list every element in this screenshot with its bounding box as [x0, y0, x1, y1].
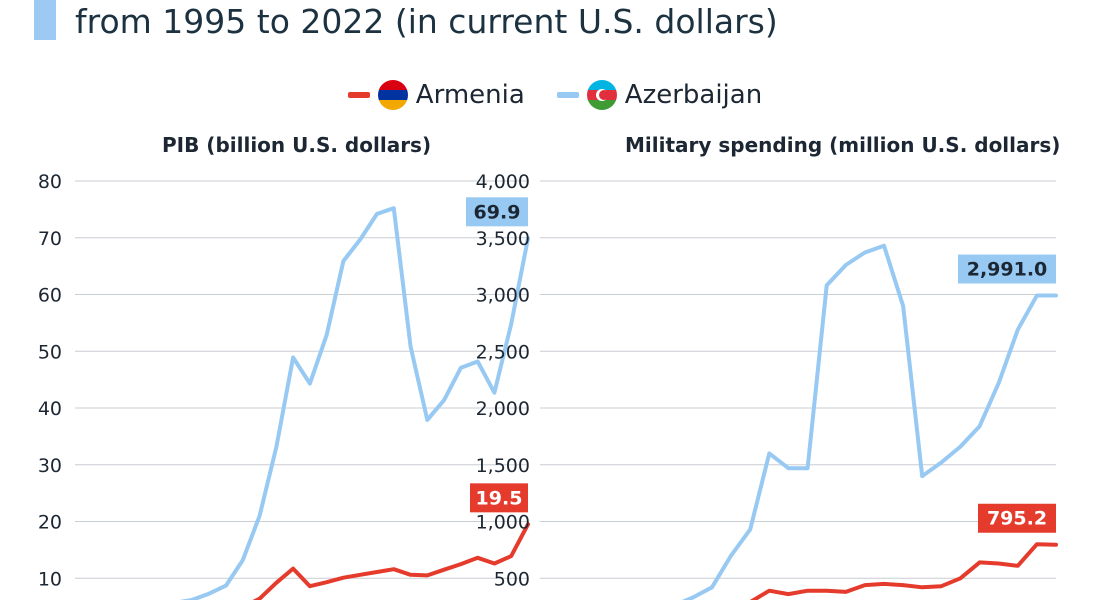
end-value-label-armenia: 19.5 — [476, 487, 523, 509]
y-tick-label: 1,500 — [476, 455, 530, 477]
y-tick-label: 40 — [38, 398, 62, 420]
y-tick-label: 500 — [494, 568, 530, 590]
series-line-armenia — [749, 542, 1058, 600]
legend-item-armenia: Armenia — [347, 80, 525, 110]
y-tick-label: 2,500 — [476, 341, 530, 363]
y-tick-label: 20 — [38, 512, 62, 534]
end-value-label-armenia: 795.2 — [987, 508, 1047, 530]
chart-title: from 1995 to 2022 (in current U.S. dolla… — [75, 2, 778, 41]
legend-label-armenia: Armenia — [415, 80, 525, 110]
legend-label-azerbaijan: Azerbaijan — [624, 80, 763, 110]
azerbaijan-flag-icon — [586, 80, 617, 110]
title-accent-bar — [34, 0, 56, 40]
legend: Armenia Azerbaijan — [0, 80, 1110, 110]
end-value-label-azerbaijan: 69.9 — [474, 201, 521, 223]
azerbaijan-swatch — [556, 92, 579, 98]
armenia-swatch — [347, 92, 370, 98]
y-tick-label: 80 — [38, 171, 62, 193]
armenia-flag-icon — [377, 80, 408, 110]
series-line-azerbaijan — [681, 243, 1058, 600]
end-value-box-armenia — [470, 483, 528, 513]
legend-item-azerbaijan: Azerbaijan — [556, 80, 763, 110]
y-tick-label: 4,000 — [476, 171, 530, 193]
series-line-armenia — [252, 522, 530, 600]
end-value-label-azerbaijan: 2,991.0 — [967, 259, 1048, 281]
y-tick-label: 50 — [38, 341, 62, 363]
y-tick-label: 3,500 — [476, 228, 530, 250]
y-tick-label: 2,000 — [476, 398, 530, 420]
y-tick-label: 30 — [38, 455, 62, 477]
series-line-azerbaijan — [179, 206, 530, 600]
panel-title-military: Military spending (million U.S. dollars) — [625, 133, 1061, 157]
end-value-box-azerbaijan — [958, 254, 1056, 284]
y-tick-label: 60 — [38, 285, 62, 307]
y-tick-label: 70 — [38, 228, 62, 250]
y-tick-label: 1,000 — [476, 512, 530, 534]
panel-title-gdp: PIB (billion U.S. dollars) — [162, 133, 432, 157]
end-value-box-azerbaijan — [466, 197, 528, 227]
y-tick-label: 3,000 — [476, 285, 530, 307]
end-value-box-armenia — [978, 503, 1056, 533]
y-tick-label: 10 — [38, 568, 62, 590]
